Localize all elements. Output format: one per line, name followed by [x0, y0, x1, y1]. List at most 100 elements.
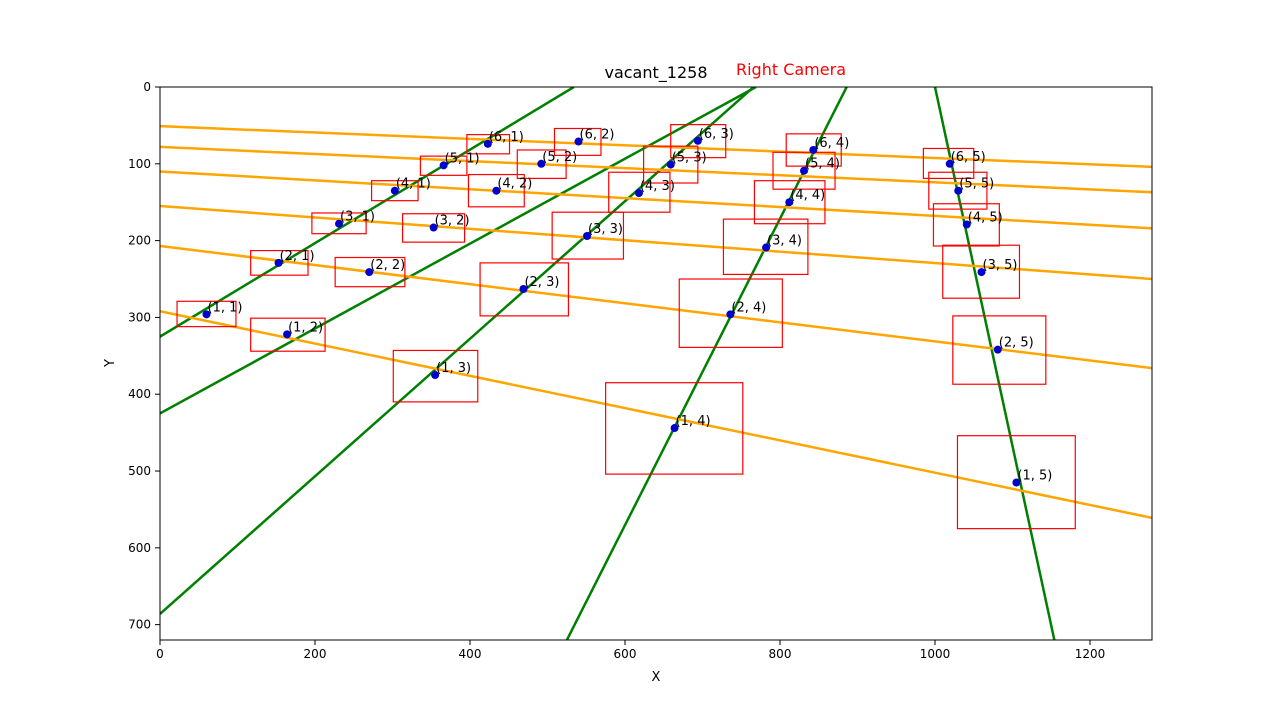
data-point [431, 371, 440, 380]
data-point [634, 188, 643, 197]
y-tick-label: 600 [128, 541, 151, 555]
data-point [809, 145, 818, 154]
data-point [583, 232, 592, 241]
column-line-5 [933, 87, 1056, 640]
bounding-box [928, 171, 988, 210]
point-label: (5, 4) [805, 157, 840, 172]
y-tick-label: 200 [128, 234, 151, 248]
point-label: (3, 2) [435, 214, 470, 229]
data-point [977, 268, 986, 277]
x-tick-label: 1200 [1075, 647, 1106, 661]
data-point [693, 136, 702, 145]
row-line-4 [160, 170, 1152, 230]
data-points [202, 136, 1021, 487]
data-point [519, 284, 528, 293]
bounding-box [605, 382, 744, 475]
column-lines [160, 87, 1056, 640]
point-label: (6, 4) [814, 136, 849, 151]
plot-frame [159, 86, 1153, 641]
bounding-box [334, 256, 406, 288]
bounding-box [392, 349, 479, 403]
point-label: (4, 5) [968, 210, 1003, 225]
y-tick-label: 100 [128, 157, 151, 171]
bounding-box [952, 315, 1047, 385]
bounding-box [551, 211, 625, 260]
x-axis-label: X [652, 670, 661, 685]
y-tick-label: 500 [128, 464, 151, 478]
y-axis-ticks: 0 100 200 300 400 500 600 700 [128, 80, 160, 632]
data-point [670, 424, 679, 433]
row-line-2 [160, 244, 1152, 370]
x-tick-label: 1000 [920, 647, 951, 661]
point-label: (6, 2) [580, 128, 615, 143]
bounding-box [467, 173, 525, 208]
y-tick-label: 400 [128, 387, 151, 401]
bounding-box [370, 180, 419, 202]
point-label: (3, 5) [983, 258, 1018, 273]
bounding-box [516, 149, 567, 179]
bounding-box [785, 133, 842, 167]
plot-content [160, 87, 1152, 640]
data-point [762, 243, 771, 252]
data-point [666, 160, 675, 169]
data-point [993, 345, 1002, 354]
point-label: (4, 1) [396, 177, 431, 192]
point-label: (5, 3) [672, 151, 707, 166]
bounding-box [772, 151, 836, 190]
point-label: (6, 1) [489, 130, 524, 145]
x-axis-ticks: 0 200 400 600 800 1000 1200 [156, 640, 1105, 661]
y-tick-label: 700 [128, 618, 151, 632]
data-point [537, 159, 546, 168]
bounding-box [401, 213, 466, 243]
bounding-box [176, 300, 237, 328]
x-tick-label: 600 [614, 647, 637, 661]
data-point [439, 161, 448, 170]
data-point [274, 258, 283, 267]
point-label: (2, 2) [370, 258, 405, 273]
bounding-boxes [176, 124, 1076, 530]
bounding-box [932, 203, 1000, 247]
point-label: (1, 1) [208, 300, 243, 315]
bounding-box [311, 212, 367, 235]
point-label: (4, 2) [497, 177, 532, 192]
data-point [726, 310, 735, 319]
point-label: (4, 4) [790, 188, 825, 203]
point-label: (5, 2) [542, 150, 577, 165]
bounding-box [956, 435, 1076, 530]
data-point [800, 166, 809, 175]
point-label: (3, 3) [588, 222, 623, 237]
point-label: (1, 2) [288, 320, 323, 335]
column-line-2 [160, 87, 757, 415]
point-label: (3, 1) [340, 210, 375, 225]
bounding-box [466, 134, 511, 155]
data-point [283, 330, 292, 339]
chart-title: vacant_1258 [604, 63, 707, 83]
bounding-box [250, 317, 326, 352]
x-tick-label: 200 [304, 647, 327, 661]
y-tick-label: 0 [143, 80, 151, 94]
bounding-box [922, 147, 975, 179]
y-axis-label: Y [103, 359, 118, 368]
x-tick-label: 0 [156, 647, 164, 661]
data-point [483, 139, 492, 148]
point-label: (1, 3) [436, 361, 471, 376]
point-label: (3, 4) [767, 234, 802, 249]
bounding-box [479, 262, 570, 317]
chart-subtitle: Right Camera [736, 60, 846, 79]
x-tick-label: 800 [769, 647, 792, 661]
point-label: (1, 5) [1017, 469, 1052, 484]
point-label: (2, 3) [524, 275, 559, 290]
data-point [202, 310, 211, 319]
bounding-box [608, 171, 671, 213]
bounding-box [722, 218, 809, 276]
data-point [785, 198, 794, 207]
point-label: (5, 1) [445, 151, 480, 166]
data-point [954, 186, 963, 195]
bounding-box [553, 127, 602, 156]
point-labels: (1, 1) (1, 2) (1, 3) (1, 4) (1, 5) (2, 1) (2, … [208, 127, 1053, 484]
x-tick-label: 400 [459, 647, 482, 661]
data-point [390, 186, 399, 195]
point-label: (5, 5) [959, 177, 994, 192]
bounding-box [419, 155, 468, 176]
